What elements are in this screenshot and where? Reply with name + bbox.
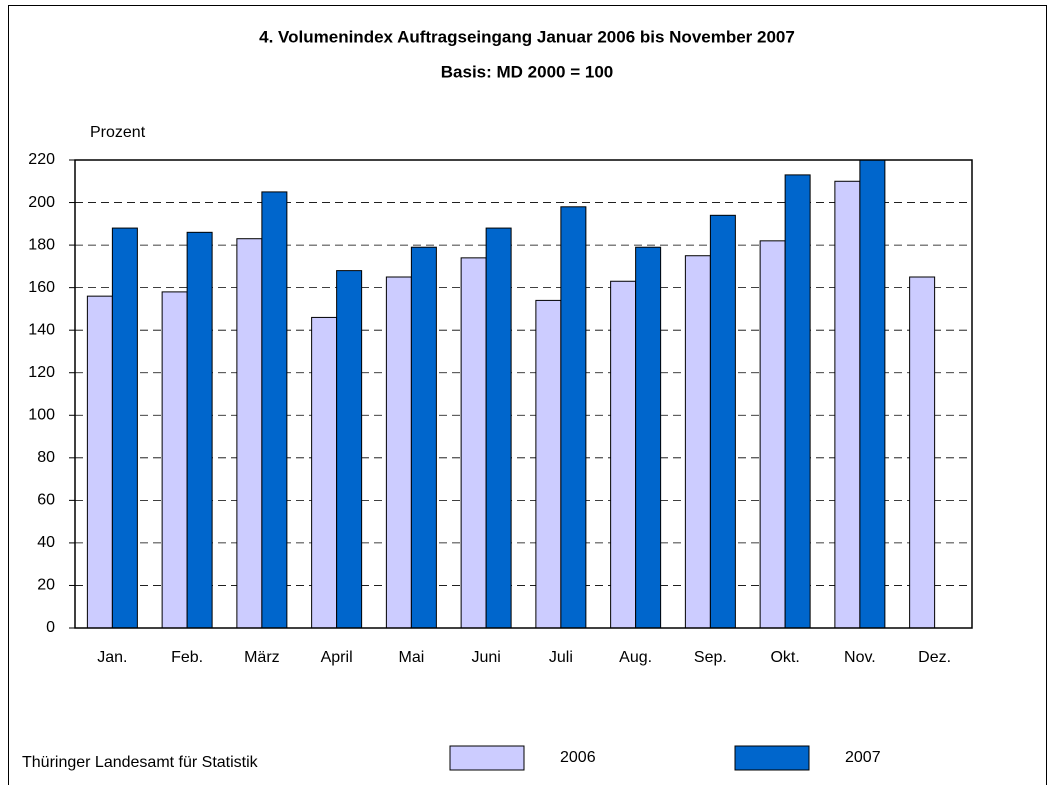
bar — [759, 240, 786, 629]
y-tick-label: 60 — [37, 492, 55, 509]
y-tick-label: 220 — [28, 151, 55, 168]
y-tick-label: 200 — [28, 194, 55, 211]
y-tick-label: 160 — [28, 279, 55, 296]
bar — [684, 255, 711, 629]
x-tick-label: Jan. — [97, 649, 127, 666]
plot-frame — [74, 159, 973, 629]
x-tick-label: Aug. — [619, 649, 652, 666]
legend-swatch — [449, 745, 525, 771]
bar — [410, 246, 437, 629]
bar — [859, 159, 886, 629]
y-tick-label: 20 — [37, 577, 55, 594]
legend-label: 2007 — [845, 749, 881, 766]
bar — [186, 231, 213, 629]
bar — [236, 238, 263, 629]
bar — [485, 227, 512, 629]
bar — [311, 316, 338, 629]
y-tick-label: 40 — [37, 534, 55, 551]
x-tick-label: Juli — [549, 649, 573, 666]
x-tick-label: Sep. — [694, 649, 727, 666]
bar — [909, 276, 936, 629]
bar — [709, 214, 736, 629]
y-tick-label: 0 — [46, 619, 55, 636]
chart-subtitle: Basis: MD 2000 = 100 — [441, 62, 613, 81]
bar — [834, 180, 861, 629]
source: Thüringer Landesamt für Statistik — [22, 754, 259, 771]
y-tick-label: 80 — [37, 449, 55, 466]
bar — [784, 174, 811, 629]
chart-title: 4. Volumenindex Auftragseingang Januar 2… — [259, 27, 795, 46]
x-tick-label: Juni — [471, 649, 500, 666]
y-tick-label: 180 — [28, 236, 55, 253]
legend-swatch — [734, 745, 810, 771]
legend-label: 2006 — [560, 749, 596, 766]
bar — [635, 246, 662, 629]
bar — [460, 257, 487, 629]
bar — [610, 280, 637, 629]
x-tick-label: Okt. — [770, 649, 799, 666]
bar — [336, 270, 363, 629]
bar — [86, 295, 113, 629]
y-axis-label: Prozent — [90, 124, 146, 141]
x-tick-label: April — [321, 649, 353, 666]
bar — [161, 291, 188, 629]
x-tick-label: März — [244, 649, 280, 666]
bar — [385, 276, 412, 629]
bar — [261, 191, 288, 629]
y-tick-label: 100 — [28, 406, 55, 423]
y-tick-label: 140 — [28, 321, 55, 338]
y-tick-label: 120 — [28, 364, 55, 381]
x-tick-label: Mai — [398, 649, 424, 666]
bar — [111, 227, 138, 629]
x-tick-label: Feb. — [171, 649, 203, 666]
x-tick-label: Nov. — [844, 649, 876, 666]
bar — [560, 206, 587, 629]
bar — [535, 299, 562, 629]
x-tick-label: Dez. — [918, 649, 951, 666]
